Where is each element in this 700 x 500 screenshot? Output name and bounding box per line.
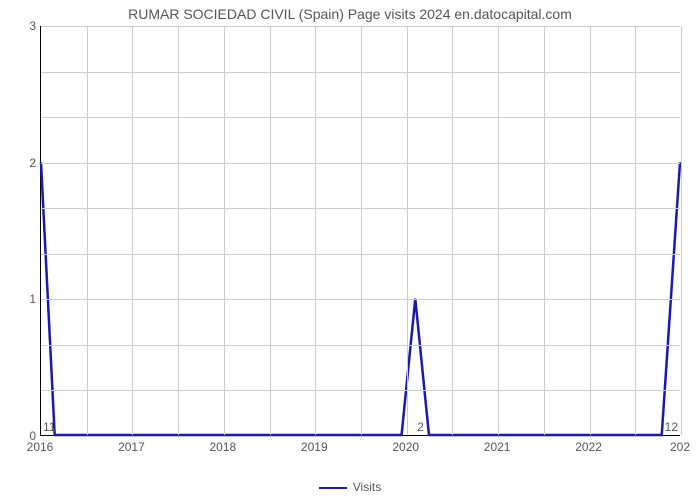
gridline-v-minor <box>87 26 88 435</box>
gridline-v-minor <box>635 26 636 435</box>
x-axis-label: 2022 <box>575 440 602 454</box>
y-axis-label: 1 <box>29 292 36 306</box>
x-axis-label: 2018 <box>209 440 236 454</box>
x-axis-label: 2019 <box>301 440 328 454</box>
gridline-v <box>498 26 499 435</box>
gridline-v <box>224 26 225 435</box>
x-axis-label: 2021 <box>484 440 511 454</box>
gridline-v <box>315 26 316 435</box>
x-axis-label: 2020 <box>392 440 419 454</box>
x-axis-label: 2016 <box>27 440 54 454</box>
gridline-v <box>681 26 682 435</box>
x-axis-label: 2017 <box>118 440 145 454</box>
chart-container: RUMAR SOCIEDAD CIVIL (Spain) Page visits… <box>0 0 700 500</box>
inner-axis-label: 11 <box>43 420 55 434</box>
y-axis-label: 2 <box>29 156 36 170</box>
chart-title: RUMAR SOCIEDAD CIVIL (Spain) Page visits… <box>0 6 700 22</box>
legend: Visits <box>0 480 700 494</box>
y-axis-label: 3 <box>29 19 36 33</box>
gridline-v-minor <box>544 26 545 435</box>
gridline-v <box>132 26 133 435</box>
gridline-v-minor <box>452 26 453 435</box>
x-axis-label: 202 <box>670 440 690 454</box>
plot-area: 11 2 12 <box>40 26 680 436</box>
inner-axis-label: 12 <box>665 420 678 434</box>
legend-label: Visits <box>353 480 381 494</box>
gridline-v <box>407 26 408 435</box>
inner-axis-label: 2 <box>417 420 424 434</box>
legend-swatch <box>319 487 347 489</box>
gridline-v-minor <box>270 26 271 435</box>
gridline-v-minor <box>361 26 362 435</box>
gridline-v-minor <box>178 26 179 435</box>
gridline-v <box>590 26 591 435</box>
